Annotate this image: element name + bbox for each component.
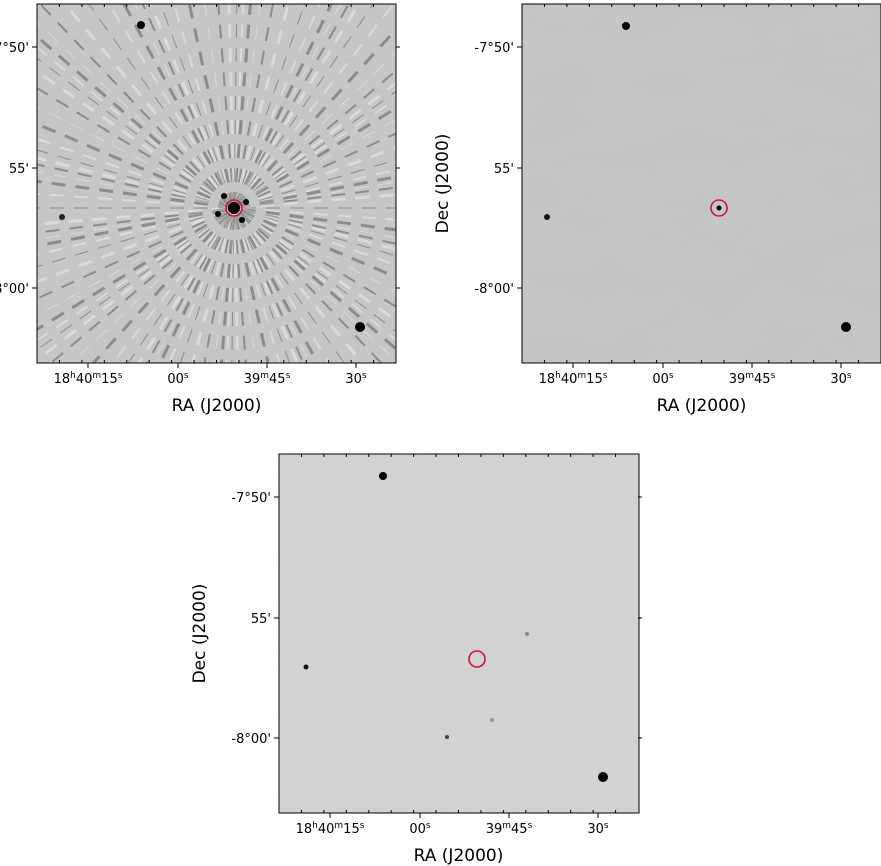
x-tick-label: 30s (587, 821, 609, 837)
sidelobe (38, 4, 383, 363)
sidelobe (37, 21, 396, 362)
panel-image (278, 453, 640, 814)
x-tick-label: 00s (167, 371, 189, 387)
y-tick-label: -7°50' (474, 41, 514, 56)
x-tick-label: 39m45s (729, 371, 776, 387)
x-tick-label: 00s (409, 821, 431, 837)
y-tick-label: -8°00' (474, 282, 514, 297)
x-tick-label: 18h40m15s (296, 821, 365, 837)
x-axis-label: RA (J2000) (172, 396, 262, 416)
y-tick-label: 55' (9, 162, 29, 177)
y-tick-label: -7°50' (0, 41, 29, 56)
x-axis-label: RA (J2000) (657, 396, 747, 416)
x-tick-label: 18h40m15s (54, 371, 123, 387)
x-tick-label: 18h40m15s (539, 371, 608, 387)
x-tick-label: 39m45s (486, 821, 533, 837)
y-axis-label: Dec (J2000) (190, 584, 210, 684)
y-tick-label: -8°00' (0, 282, 29, 297)
y-tick-label: -8°00' (231, 732, 271, 747)
panel-image (521, 3, 881, 364)
panel-image (36, 3, 397, 364)
x-tick-label: 39m45s (244, 371, 291, 387)
y-tick-label: 55' (494, 162, 514, 177)
x-tick-label: 30s (830, 371, 852, 387)
y-axis-label: Dec (J2000) (433, 134, 453, 234)
y-tick-label: 55' (251, 612, 271, 627)
x-tick-label: 00s (652, 371, 674, 387)
y-tick-label: -7°50' (231, 491, 271, 506)
x-axis-label: RA (J2000) (414, 846, 504, 866)
x-tick-label: 30s (345, 371, 367, 387)
